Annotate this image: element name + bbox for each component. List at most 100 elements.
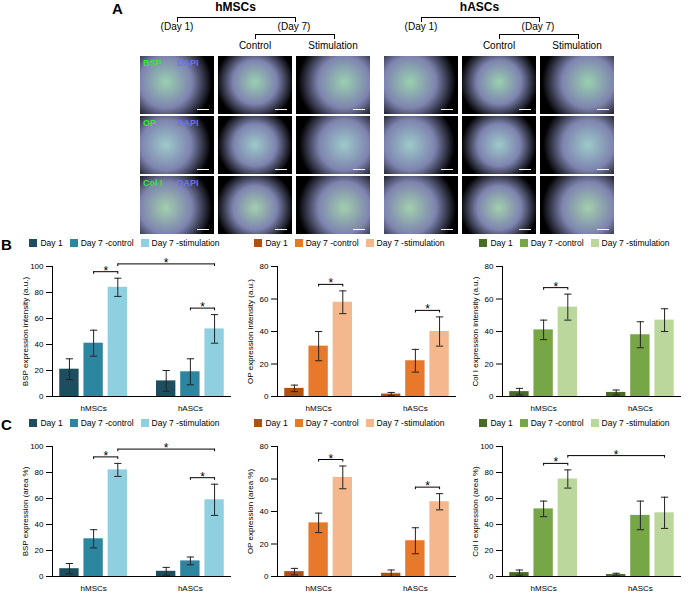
- html-text:(Day 1): (Day 1): [404, 21, 438, 32]
- svg-text:60: 60: [260, 475, 269, 484]
- svg-text:100: 100: [30, 262, 44, 271]
- svg-text:40: 40: [260, 327, 269, 336]
- svg-text:hASCs: hASCs: [403, 584, 428, 593]
- svg-text:60: 60: [485, 494, 494, 503]
- svg-text:0: 0: [39, 392, 44, 401]
- html-text:A: A: [112, 0, 123, 17]
- svg-text:40: 40: [35, 340, 44, 349]
- svg-text:20: 20: [485, 546, 494, 555]
- html-text:Day 1: Day 1: [40, 418, 63, 428]
- svg-text:80: 80: [260, 262, 269, 271]
- html-text:Day 7 -stimulation: Day 7 -stimulation: [376, 418, 445, 428]
- html-text:Day 7 -control: Day 7 -control: [305, 238, 359, 248]
- svg-text:Col I expression intensity (a.: Col I expression intensity (a.u.): [471, 276, 480, 386]
- svg-text:20: 20: [260, 360, 269, 369]
- html-text:hASCs: hASCs: [459, 0, 500, 14]
- html-text:Day 7 -control: Day 7 -control: [305, 418, 359, 428]
- svg-text:OP expression (area %): OP expression (area %): [246, 469, 255, 555]
- svg-text:*: *: [553, 455, 558, 469]
- html-text:Day 7 -control: Day 7 -control: [530, 238, 584, 248]
- html-text:Day 7 -stimulation: Day 7 -stimulation: [376, 238, 445, 248]
- html-text:DAPI: DAPI: [177, 178, 199, 188]
- html-text:Day 7 -stimulation: Day 7 -stimulation: [151, 418, 220, 428]
- svg-text:40: 40: [485, 327, 494, 336]
- svg-text:BSP expression (area %): BSP expression (area %): [21, 466, 30, 556]
- svg-text:OP expression intensity (a.u.): OP expression intensity (a.u.): [246, 279, 255, 384]
- svg-text:20: 20: [35, 546, 44, 555]
- svg-text:40: 40: [260, 507, 269, 516]
- svg-text:*: *: [328, 276, 333, 290]
- svg-text:hMSCs: hMSCs: [81, 404, 107, 413]
- html-text:hMSCs: hMSCs: [215, 0, 256, 14]
- svg-text:80: 80: [35, 288, 44, 297]
- svg-text:0: 0: [264, 572, 269, 581]
- svg-text:*: *: [425, 479, 430, 493]
- svg-text:hMSCs: hMSCs: [81, 584, 107, 593]
- svg-text:hMSCs: hMSCs: [306, 584, 332, 593]
- html-text:(Day 1): (Day 1): [160, 21, 194, 32]
- svg-text:60: 60: [35, 494, 44, 503]
- svg-text:hASCs: hASCs: [628, 404, 653, 413]
- html-text:Stimulation: Stimulation: [552, 40, 602, 51]
- html-text:Control: Control: [238, 40, 272, 51]
- html-text:Control: Control: [482, 40, 516, 51]
- html-text:Day 7 -control: Day 7 -control: [530, 418, 584, 428]
- html-text:Day 1: Day 1: [490, 418, 513, 428]
- html-text:C: C: [1, 416, 12, 433]
- html-text:(Day 7): (Day 7): [277, 21, 311, 32]
- svg-text:60: 60: [485, 295, 494, 304]
- html-text:Day 1: Day 1: [265, 238, 288, 248]
- svg-text:*: *: [200, 300, 205, 314]
- svg-text:BSP expression intensity (a.u.: BSP expression intensity (a.u.): [21, 277, 30, 387]
- html-text:DAPI: DAPI: [177, 118, 199, 128]
- svg-text:hASCs: hASCs: [178, 404, 203, 413]
- html-text:DAPI: DAPI: [177, 58, 199, 68]
- svg-text:*: *: [103, 449, 108, 463]
- svg-text:60: 60: [260, 295, 269, 304]
- html-text:Day 1: Day 1: [490, 238, 513, 248]
- svg-text:80: 80: [485, 468, 494, 477]
- svg-text:*: *: [614, 448, 619, 462]
- svg-text:*: *: [103, 264, 108, 278]
- svg-text:20: 20: [485, 360, 494, 369]
- svg-text:*: *: [164, 441, 169, 455]
- html-text:Stimulation: Stimulation: [308, 40, 358, 51]
- svg-text:*: *: [553, 280, 558, 294]
- html-text:Col I: Col I: [143, 178, 163, 188]
- svg-text:0: 0: [489, 572, 494, 581]
- svg-text:Col I expression (area %): Col I expression (area %): [471, 466, 480, 557]
- svg-text:*: *: [425, 302, 430, 316]
- svg-text:hASCs: hASCs: [628, 584, 653, 593]
- svg-text:100: 100: [480, 442, 494, 451]
- svg-text:80: 80: [260, 442, 269, 451]
- html-text:Day 1: Day 1: [40, 238, 63, 248]
- svg-text:hMSCs: hMSCs: [531, 404, 557, 413]
- svg-text:hASCs: hASCs: [178, 584, 203, 593]
- svg-text:80: 80: [35, 468, 44, 477]
- html-text:OP: OP: [143, 118, 156, 128]
- html-text:Day 7 -stimulation: Day 7 -stimulation: [151, 238, 220, 248]
- html-text:Day 1: Day 1: [265, 418, 288, 428]
- svg-text:*: *: [328, 452, 333, 466]
- html-text:B: B: [1, 236, 12, 253]
- svg-text:hMSCs: hMSCs: [306, 404, 332, 413]
- svg-text:0: 0: [264, 392, 269, 401]
- svg-text:20: 20: [260, 540, 269, 549]
- html-text:Day 7 -stimulation: Day 7 -stimulation: [601, 238, 670, 248]
- svg-text:20: 20: [35, 366, 44, 375]
- svg-text:hASCs: hASCs: [403, 404, 428, 413]
- html-text:Day 7 -control: Day 7 -control: [80, 238, 134, 248]
- html-text:BSP: BSP: [143, 58, 162, 68]
- svg-text:*: *: [164, 256, 169, 270]
- html-text:(Day 7): (Day 7): [521, 21, 555, 32]
- html-text:Day 7 -control: Day 7 -control: [80, 418, 134, 428]
- svg-text:80: 80: [485, 262, 494, 271]
- svg-text:0: 0: [489, 392, 494, 401]
- svg-text:100: 100: [30, 442, 44, 451]
- svg-text:*: *: [200, 470, 205, 484]
- svg-text:40: 40: [35, 520, 44, 529]
- svg-text:0: 0: [39, 572, 44, 581]
- svg-text:hMSCs: hMSCs: [531, 584, 557, 593]
- svg-text:60: 60: [35, 314, 44, 323]
- svg-text:40: 40: [485, 520, 494, 529]
